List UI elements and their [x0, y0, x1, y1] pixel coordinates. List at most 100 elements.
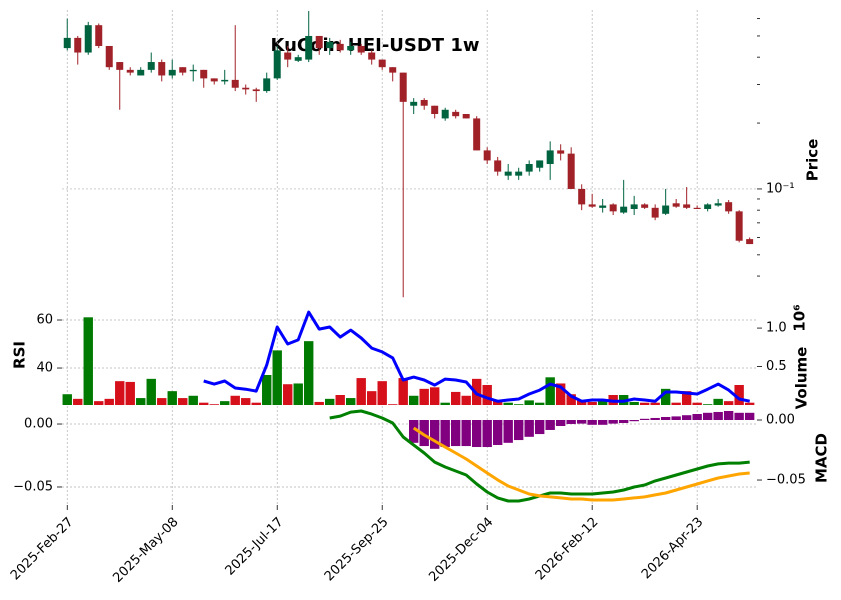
candle-body — [536, 160, 544, 168]
candle-body — [630, 204, 638, 209]
y2-tick-label: 1.0 — [766, 321, 787, 336]
bar — [629, 401, 639, 405]
bar — [461, 420, 471, 447]
line — [203, 310, 751, 403]
candle-body — [200, 69, 208, 79]
candle-body — [231, 79, 239, 88]
bar — [524, 400, 534, 405]
bar — [597, 401, 608, 405]
candle-body — [63, 37, 71, 49]
candle-body — [441, 109, 449, 119]
bar — [419, 420, 429, 447]
bar — [734, 412, 744, 421]
candle-body — [126, 69, 134, 73]
candle-body — [347, 45, 355, 51]
volume-axis-label: Volume — [793, 347, 811, 410]
bar — [681, 415, 692, 421]
bar — [639, 402, 650, 405]
candle-body — [368, 52, 376, 60]
bar — [408, 395, 419, 405]
candle-body — [410, 101, 418, 106]
bar — [471, 420, 482, 448]
candle-body — [504, 171, 512, 176]
candle-body — [252, 89, 260, 92]
candle-body — [746, 239, 754, 245]
candle-body — [725, 202, 733, 212]
candle-body — [158, 62, 166, 76]
x-tick-label: 2025-Feb-27 — [8, 515, 77, 584]
bar — [220, 401, 230, 405]
bar — [304, 341, 314, 405]
candle-body — [683, 204, 691, 208]
chart-title: KuCoin HEI-USDT 1w — [270, 35, 479, 56]
candle-body — [273, 50, 281, 79]
bar — [723, 401, 734, 405]
bar — [461, 395, 471, 405]
bar — [377, 381, 387, 405]
candle-body — [588, 204, 596, 207]
y-tick-label: 0.00 — [24, 417, 53, 432]
bar — [429, 387, 440, 405]
candle-body — [641, 204, 649, 208]
bar — [534, 402, 545, 405]
bar — [388, 404, 398, 405]
candle-body — [620, 206, 628, 213]
bar — [524, 420, 534, 437]
candle-body — [84, 25, 92, 53]
bar — [188, 395, 198, 405]
bar — [325, 398, 335, 405]
price-axis-label: Price — [804, 139, 822, 182]
bar — [629, 420, 639, 422]
candle-body — [284, 52, 292, 60]
y-tick-label: 10⁻¹ — [766, 181, 795, 196]
candle-body — [263, 78, 271, 92]
candle-body — [242, 87, 250, 90]
candle-body — [147, 62, 155, 70]
y2-tick-label: 0.00 — [766, 413, 795, 428]
candle-body — [210, 78, 218, 82]
bar — [713, 411, 723, 421]
bar — [660, 417, 671, 421]
candle-body — [567, 153, 575, 189]
candle-body — [651, 207, 659, 218]
bar — [597, 420, 608, 425]
candle-body — [693, 207, 701, 209]
candle-body — [714, 203, 722, 206]
candle-body — [662, 205, 670, 214]
candle-body — [599, 205, 607, 208]
bar — [115, 381, 125, 405]
bar — [566, 394, 576, 405]
bar — [73, 398, 83, 405]
candle-body — [378, 59, 386, 68]
bar — [534, 420, 545, 435]
candle-body — [294, 57, 302, 61]
bar — [356, 378, 366, 405]
candle-body — [672, 203, 680, 207]
bar — [83, 317, 93, 405]
candle-body — [315, 35, 323, 49]
bar — [398, 378, 408, 405]
candle-body — [546, 150, 554, 165]
macd-axis-label: MACD — [813, 433, 831, 483]
candle-body — [452, 111, 460, 117]
bar — [555, 383, 566, 405]
candle-body — [357, 45, 365, 53]
candle-body — [735, 211, 743, 241]
x-tick-label: 2025-Sep-25 — [322, 515, 392, 585]
candle-body — [525, 164, 533, 172]
bar — [671, 416, 681, 421]
bar — [734, 385, 744, 405]
bar — [62, 394, 72, 405]
bar — [681, 391, 692, 405]
candle-body — [578, 188, 586, 205]
candle-body — [179, 67, 187, 73]
bar — [513, 404, 524, 405]
x-tick-label: 2026-Feb-12 — [533, 515, 602, 584]
bar — [639, 418, 650, 421]
candle-body — [462, 114, 470, 119]
bar — [199, 402, 209, 405]
bar — [262, 375, 272, 405]
candle-body — [483, 150, 491, 161]
bar — [713, 398, 723, 405]
candle-body — [74, 37, 82, 53]
